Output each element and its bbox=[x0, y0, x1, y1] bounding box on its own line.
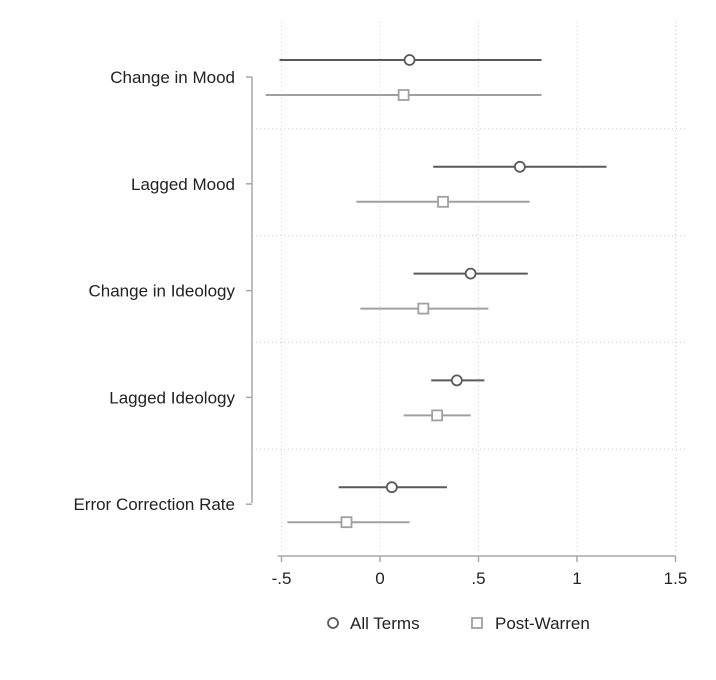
point-circle bbox=[385, 481, 398, 494]
point-circle bbox=[464, 267, 477, 280]
point-square bbox=[437, 195, 449, 208]
point-circle bbox=[513, 160, 526, 173]
legend-marker-circle bbox=[327, 617, 339, 629]
point-circle bbox=[403, 54, 416, 66]
axis-layer: Change in Mood Lagged Mood Change in Ideol… bbox=[73, 68, 687, 588]
x-tick-label: 0 bbox=[375, 569, 384, 588]
x-tick-label: 1.5 bbox=[664, 569, 688, 588]
grid-layer bbox=[252, 22, 688, 552]
x-tick-label: 1 bbox=[572, 569, 581, 588]
legend-label: Post-Warren bbox=[495, 614, 590, 633]
x-tick-label: -.5 bbox=[272, 569, 292, 588]
y-tick-label: Lagged Ideology bbox=[109, 388, 235, 407]
legend-label: All Terms bbox=[350, 614, 420, 633]
y-tick-label: Change in Mood bbox=[110, 68, 235, 87]
point-circle bbox=[450, 374, 463, 387]
point-square bbox=[340, 516, 353, 529]
series-layer bbox=[265, 54, 607, 529]
y-tick-label: Error Correction Rate bbox=[73, 495, 235, 514]
point-square bbox=[397, 89, 410, 101]
y-tick-label: Change in Ideology bbox=[88, 282, 235, 301]
legend-marker-square bbox=[471, 617, 483, 629]
x-tick-label: .5 bbox=[471, 569, 485, 588]
y-tick-label: Lagged Mood bbox=[131, 175, 235, 194]
point-square bbox=[431, 409, 444, 422]
legend: All Terms Post-Warren bbox=[327, 614, 590, 633]
point-square bbox=[417, 302, 430, 315]
